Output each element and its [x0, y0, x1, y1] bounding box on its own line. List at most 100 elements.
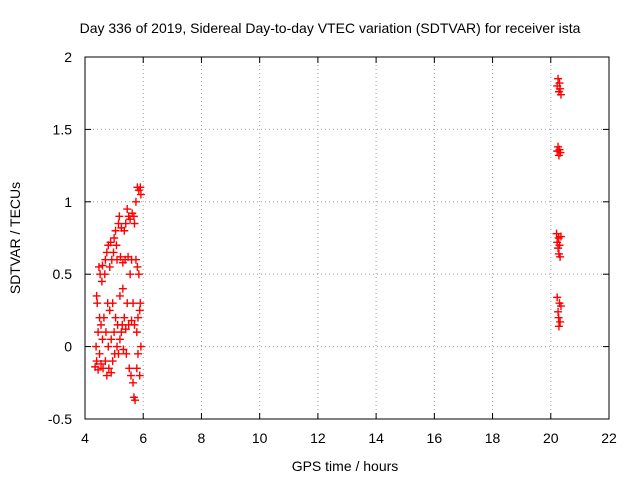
- data-point: [110, 328, 119, 337]
- x-tick-label: 10: [252, 430, 268, 446]
- data-point: [92, 357, 101, 366]
- data-point: [106, 238, 115, 247]
- data-point: [131, 197, 140, 206]
- data-point: [130, 320, 139, 329]
- data-point: [113, 342, 122, 351]
- data-point: [112, 241, 121, 250]
- data-point: [127, 316, 136, 325]
- data-point: [116, 252, 125, 261]
- data-point: [98, 335, 107, 344]
- data-point: [126, 371, 135, 380]
- data-point: [118, 284, 127, 293]
- data-point: [99, 313, 108, 322]
- data-point: [104, 364, 113, 373]
- data-point: [104, 342, 113, 351]
- x-tick-label: 12: [310, 430, 326, 446]
- data-point: [129, 378, 138, 387]
- data-point: [133, 262, 142, 271]
- data-point: [129, 299, 138, 308]
- data-point: [108, 357, 117, 366]
- data-point: [94, 328, 103, 337]
- data-point: [100, 270, 109, 279]
- data-point: [108, 299, 117, 308]
- data-point: [556, 252, 565, 261]
- data-point: [93, 299, 102, 308]
- data-point: [117, 328, 126, 337]
- data-point: [135, 306, 144, 315]
- data-point: [107, 368, 116, 377]
- data-point: [94, 365, 103, 374]
- data-point: [556, 317, 565, 326]
- y-tick-label: 2: [64, 49, 72, 65]
- y-tick-label: 0: [64, 339, 72, 355]
- data-point: [556, 148, 565, 157]
- data-point: [555, 241, 564, 250]
- data-point: [136, 190, 145, 199]
- data-points: [91, 74, 565, 405]
- data-point: [114, 219, 123, 228]
- data-point: [115, 212, 124, 221]
- data-point: [111, 226, 120, 235]
- data-point: [97, 320, 106, 329]
- data-point: [122, 349, 131, 358]
- data-point: [102, 248, 111, 257]
- x-tick-label: 22: [601, 430, 617, 446]
- y-tick-label: -0.5: [48, 411, 72, 427]
- x-tick-label: 14: [368, 430, 384, 446]
- data-point: [131, 255, 140, 264]
- data-point: [109, 248, 118, 257]
- data-point: [134, 270, 143, 279]
- data-point: [552, 229, 561, 238]
- data-point: [94, 262, 103, 271]
- data-point: [554, 322, 563, 331]
- y-tick-label: 1: [64, 194, 72, 210]
- data-point: [556, 90, 565, 99]
- data-point: [556, 84, 565, 93]
- data-point: [101, 328, 110, 337]
- data-point: [132, 328, 141, 337]
- data-point: [126, 270, 135, 279]
- axis-ticks: 4 6 8 10 12 14 16 18 20 22 -0.5 0 0.5 1 1.5 2: [48, 49, 617, 446]
- data-point: [136, 299, 145, 308]
- x-tick-label: 20: [543, 430, 559, 446]
- data-point: [556, 232, 565, 241]
- data-point: [120, 313, 129, 322]
- grid: [85, 57, 609, 419]
- x-tick-label: 4: [81, 430, 89, 446]
- data-point: [121, 219, 130, 228]
- data-point: [98, 261, 107, 270]
- data-point: [131, 396, 140, 405]
- data-point: [121, 325, 130, 334]
- data-point: [105, 262, 114, 271]
- y-tick-label: 0.5: [53, 266, 73, 282]
- x-tick-label: 6: [139, 430, 147, 446]
- data-point: [105, 306, 114, 315]
- data-point: [102, 371, 111, 380]
- data-point: [111, 313, 120, 322]
- data-point: [95, 349, 104, 358]
- x-tick-label: 18: [485, 430, 501, 446]
- data-point: [133, 349, 142, 358]
- data-point: [115, 291, 124, 300]
- data-point: [107, 335, 116, 344]
- data-point: [123, 205, 132, 214]
- data-point: [120, 226, 129, 235]
- data-point: [130, 219, 139, 228]
- data-point: [136, 342, 145, 351]
- data-point: [133, 313, 142, 322]
- data-point: [129, 212, 138, 221]
- data-point: [114, 349, 123, 358]
- data-point: [136, 183, 145, 192]
- y-tick-label: 1.5: [53, 121, 73, 137]
- data-point: [110, 234, 119, 242]
- x-tick-label: 8: [198, 430, 206, 446]
- plot-frame: [84, 56, 610, 420]
- data-point: [556, 302, 565, 311]
- data-point: [101, 357, 110, 366]
- y-axis-label: SDTVAR / TECUs: [7, 182, 23, 294]
- chart-title: Day 336 of 2019, Sidereal Day-to-day VTE…: [80, 20, 581, 36]
- data-point: [92, 291, 101, 300]
- data-point: [554, 313, 563, 322]
- x-tick-label: 16: [427, 430, 443, 446]
